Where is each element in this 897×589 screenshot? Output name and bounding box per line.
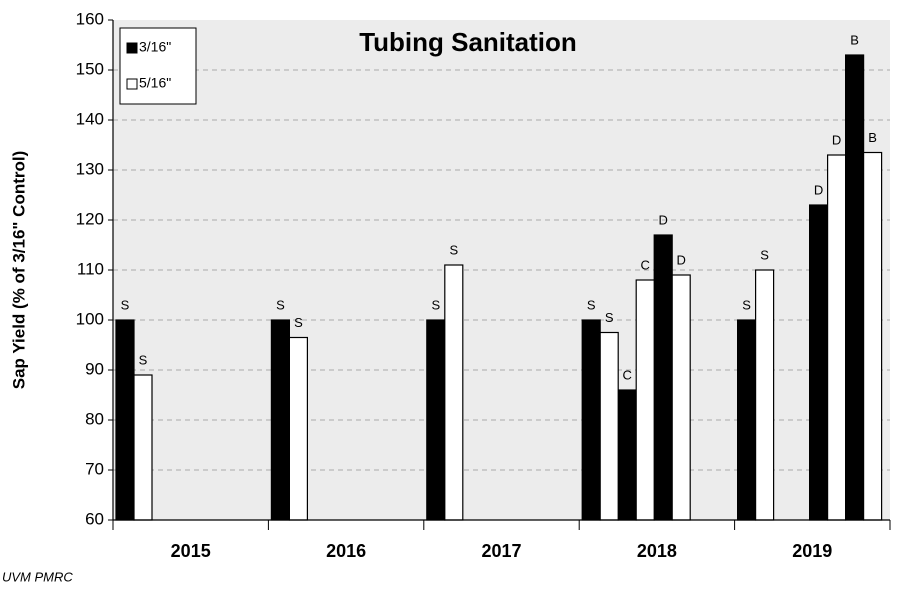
x-tick-label: 2019	[792, 541, 832, 561]
bar-letter: S	[587, 297, 596, 312]
legend-box	[119, 27, 197, 105]
bar-letter: S	[294, 315, 303, 330]
bar	[862, 151, 883, 521]
y-axis-label: Sap Yield (% of 3/16" Control)	[9, 151, 28, 390]
x-tick-label: 2015	[171, 541, 211, 561]
bar-letter: B	[868, 130, 877, 145]
bar-letter: D	[814, 182, 823, 197]
bar-letter: S	[742, 297, 751, 312]
bar	[671, 274, 691, 521]
source-note: UVM PMRC	[2, 569, 73, 584]
y-tick-label: 70	[85, 459, 104, 478]
bar	[617, 389, 637, 521]
bar	[653, 234, 673, 521]
bar-letter: S	[605, 310, 614, 325]
y-tick-label: 90	[85, 359, 104, 378]
y-tick-label: 80	[85, 409, 104, 428]
bar	[444, 264, 464, 521]
bar-letter: C	[641, 257, 650, 272]
bar	[826, 154, 847, 521]
y-tick-label: 130	[76, 159, 104, 178]
x-tick-label: 2017	[481, 541, 521, 561]
bar	[844, 54, 865, 521]
bar	[754, 269, 775, 521]
bar-letter: S	[431, 297, 440, 312]
bar-letter: D	[677, 252, 686, 267]
bar-letter: S	[276, 297, 285, 312]
bar	[599, 331, 619, 521]
bar-letter: S	[760, 247, 769, 262]
bar	[581, 319, 601, 521]
legend-label: 3/16"	[139, 39, 171, 55]
bar	[115, 319, 135, 521]
y-tick-label: 100	[76, 309, 104, 328]
legend-label: 5/16"	[139, 75, 171, 91]
x-tick-label: 2018	[637, 541, 677, 561]
legend-swatch	[126, 42, 138, 54]
bar-letter: D	[832, 132, 841, 147]
bar	[288, 336, 308, 521]
y-tick-label: 60	[85, 509, 104, 528]
bar	[426, 319, 446, 521]
y-tick-label: 120	[76, 209, 104, 228]
bar-letter: B	[850, 32, 859, 47]
bar-letter: S	[449, 242, 458, 257]
y-tick-label: 140	[76, 109, 104, 128]
chart-title: Tubing Sanitation	[359, 27, 577, 57]
bar	[635, 279, 655, 521]
bar-letter: C	[623, 367, 632, 382]
bar-letter: S	[139, 352, 148, 367]
legend-swatch	[126, 78, 138, 90]
x-tick-label: 2016	[326, 541, 366, 561]
y-tick-label: 160	[76, 9, 104, 28]
y-tick-label: 150	[76, 59, 104, 78]
bar	[133, 374, 153, 521]
bar-letter: D	[659, 212, 668, 227]
y-tick-label: 110	[77, 259, 104, 278]
bar-letter: S	[121, 297, 130, 312]
bar	[736, 319, 757, 521]
bar	[270, 319, 290, 521]
bar	[808, 204, 829, 521]
